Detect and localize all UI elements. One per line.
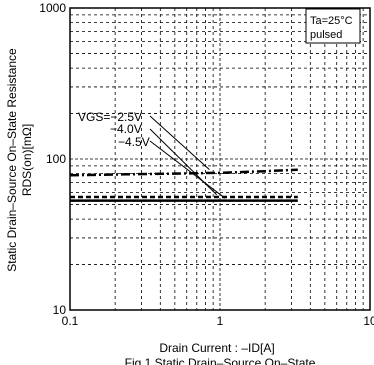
series-label-2: −4.0V [110, 122, 142, 136]
legend-ta: Ta=25°C [310, 15, 353, 27]
y-axis-title: Static Drain–Source On–State Resistance … [5, 48, 34, 272]
series-label-3: −4.5V [118, 135, 150, 149]
x-tick-label: 0.1 [62, 314, 79, 328]
series-label-1: VGS=−2.5V [78, 110, 142, 124]
x-axis-title: Drain Current : –ID[A] [159, 341, 274, 355]
plot-frame [69, 7, 371, 311]
legend-box [305, 8, 361, 44]
series-leader-1 [149, 115, 210, 171]
series-layer [69, 168, 298, 202]
conditions-legend: Ta=25°C pulsed [305, 8, 361, 44]
y-axis-title-line1: Static Drain–Source On–State Resistance [5, 48, 19, 272]
series-leader-3 [149, 140, 226, 199]
x-tick-label: 1 [217, 314, 224, 328]
y-axis-title-line2: RDS(on)[mΩ] [20, 124, 34, 196]
y-tick-label: 100 [46, 152, 66, 166]
grid-lines [70, 8, 370, 310]
x-tick-label: 10 [363, 314, 374, 328]
figure-caption: Fig.1 Static Drain–Source On–State [125, 356, 316, 365]
y-tick-label: 1000 [39, 1, 66, 15]
tick-labels: 0.1 1 10 10 100 1000 [39, 1, 374, 328]
annotation-layer: VGS=−2.5V−4.0V−4.5V [78, 110, 226, 199]
series-line-1 [69, 168, 298, 177]
legend-pulsed: pulsed [310, 29, 342, 41]
y-tick-label: 10 [53, 303, 67, 317]
